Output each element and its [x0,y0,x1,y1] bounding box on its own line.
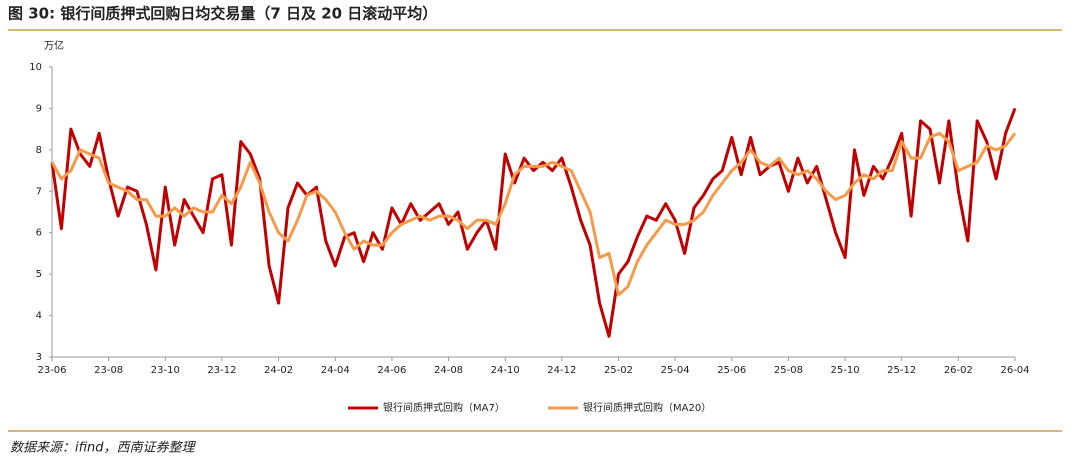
y-tick-label: 5 [36,269,42,280]
x-tick-label: 23-10 [151,365,180,376]
x-tick-label: 24-04 [321,365,350,376]
chart-title: 图 30: 银行间质押式回购日均交易量（7 日及 20 日滚动平均） [8,5,437,23]
y-tick-label: 9 [36,103,42,114]
x-tick-label: 24-10 [491,365,520,376]
x-tick-label: 25-04 [661,365,690,376]
source: 数据来源：ifind，西南证券整理 [10,441,197,456]
y-tick-label: 7 [36,186,42,197]
x-tick-label: 24-08 [434,365,463,376]
x-tick-label: 23-06 [37,365,66,376]
x-tick-label: 25-02 [604,365,633,376]
x-tick-label: 25-10 [831,365,860,376]
x-tick-label: 24-06 [377,365,406,376]
x-tick-label: 23-08 [94,365,123,376]
y-tick-label: 3 [36,352,42,363]
series-line [50,107,1017,338]
x-tick-label: 25-12 [887,365,916,376]
y-tick-label: 10 [29,62,42,73]
x-tick-label: 26-04 [1000,365,1029,376]
x-tick-label: 26-02 [944,365,973,376]
legend-label: 银行间质押式回购（MA20） [583,401,711,414]
x-tick-label: 24-02 [264,365,293,376]
x-tick-label: 23-12 [207,365,236,376]
x-tick-label: 24-12 [547,365,576,376]
y-tick-label: 8 [36,145,42,156]
y-tick-label: 4 [36,311,42,322]
series-line [50,131,1017,297]
x-tick-label: 25-06 [717,365,746,376]
y-tick-label: 6 [36,228,42,239]
x-tick-label: 25-08 [774,365,803,376]
legend-label: 银行间质押式回购（MA7） [383,401,505,414]
y-axis-unit: 万亿 [44,39,64,52]
